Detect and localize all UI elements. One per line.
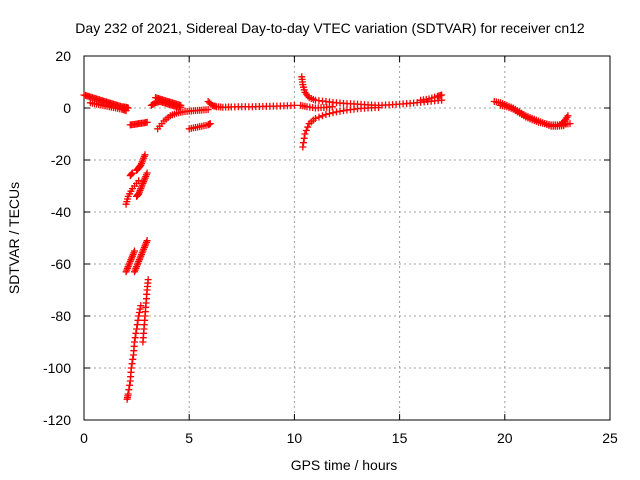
- data-point: [126, 381, 134, 389]
- data-point: [133, 166, 141, 174]
- y-tick-label: -60: [51, 256, 71, 272]
- data-point: [325, 110, 333, 118]
- series-arc-16: [204, 98, 298, 111]
- data-point: [133, 321, 141, 329]
- y-tick-label: -20: [51, 152, 71, 168]
- ticks: [83, 55, 611, 421]
- data-point: [122, 107, 130, 115]
- x-tick-label: 25: [602, 430, 618, 446]
- data-point: [122, 268, 130, 276]
- data-point: [322, 111, 330, 118]
- series-arc-05: [126, 169, 136, 180]
- data-point: [133, 192, 141, 200]
- series-arc-18: [299, 103, 383, 151]
- data-point: [129, 351, 137, 359]
- data-point: [300, 134, 308, 142]
- chart-title: Day 232 of 2021, Sidereal Day-to-day VTE…: [75, 20, 585, 36]
- y-tick-label: 0: [63, 100, 71, 116]
- data-point: [329, 109, 337, 117]
- series-arc-17: [298, 73, 446, 109]
- y-tick-label: -80: [51, 308, 71, 324]
- y-tick-label: -120: [43, 412, 71, 428]
- data-point: [125, 386, 133, 394]
- data-point: [302, 127, 310, 135]
- data-point: [133, 325, 141, 333]
- series-arc-15: [185, 120, 214, 133]
- series-arc-09: [130, 237, 151, 276]
- series-arc-04: [133, 151, 149, 174]
- series-arc-14: [154, 106, 212, 133]
- data-point: [136, 305, 144, 313]
- data-point: [122, 200, 130, 208]
- series-arc-23: [558, 112, 572, 128]
- data-point: [130, 268, 138, 276]
- data-point: [438, 91, 446, 99]
- series-arc-02: [86, 99, 130, 115]
- data-point: [139, 338, 147, 346]
- plot-frame: [83, 55, 611, 421]
- data-point: [375, 103, 383, 111]
- data-point: [123, 395, 131, 403]
- series-arc-19: [297, 101, 336, 112]
- data-point: [126, 377, 134, 385]
- data-point: [204, 106, 212, 114]
- data-point: [304, 123, 312, 131]
- y-tick-labels: -120 -100 -80 -60 -40 -20 0 20: [43, 48, 71, 428]
- data-point: [566, 120, 574, 128]
- y-tick-label: -40: [51, 204, 71, 220]
- x-tick-labels: 0 5 10 15 20 25: [80, 430, 618, 446]
- series-arc-10: [123, 302, 145, 403]
- data-point: [126, 172, 134, 180]
- x-axis-label: GPS time / hours: [291, 457, 398, 473]
- data-point: [315, 113, 323, 121]
- data-point: [132, 329, 140, 337]
- data-point: [133, 166, 141, 174]
- data-point: [128, 360, 136, 368]
- series-arc-08: [122, 247, 138, 276]
- series-arc-06: [122, 177, 143, 208]
- series-arc-07: [133, 169, 151, 200]
- x-tick-label: 10: [287, 430, 303, 446]
- data-point: [135, 312, 143, 320]
- data-point: [290, 101, 298, 109]
- data-point: [564, 112, 572, 120]
- data-point: [299, 143, 307, 151]
- data-point: [143, 118, 151, 126]
- y-tick-label: 20: [55, 48, 71, 64]
- x-tick-label: 15: [392, 430, 408, 446]
- data-marks: [80, 73, 574, 403]
- y-axis-label: SDTVAR / TECUs: [6, 182, 22, 294]
- y-tick-label: -100: [43, 360, 71, 376]
- data-point: [137, 302, 145, 310]
- data-point: [127, 171, 135, 179]
- data-point: [131, 334, 139, 342]
- data-point: [300, 139, 308, 147]
- data-point: [129, 355, 137, 363]
- x-tick-label: 20: [497, 430, 513, 446]
- grid: [84, 56, 610, 420]
- data-point: [133, 192, 141, 200]
- data-point: [134, 316, 142, 324]
- data-point: [318, 112, 326, 120]
- data-point: [328, 103, 336, 111]
- data-point: [135, 309, 143, 317]
- data-point: [301, 130, 309, 138]
- series-arc-11: [139, 276, 152, 346]
- x-tick-label: 0: [80, 430, 88, 446]
- x-tick-label: 5: [185, 430, 193, 446]
- series-arc-03: [126, 118, 151, 129]
- data-point: [128, 170, 136, 178]
- series-arc-13: [147, 98, 185, 111]
- data-point: [206, 120, 214, 128]
- series-arc-20: [417, 91, 446, 104]
- data-point: [311, 114, 319, 122]
